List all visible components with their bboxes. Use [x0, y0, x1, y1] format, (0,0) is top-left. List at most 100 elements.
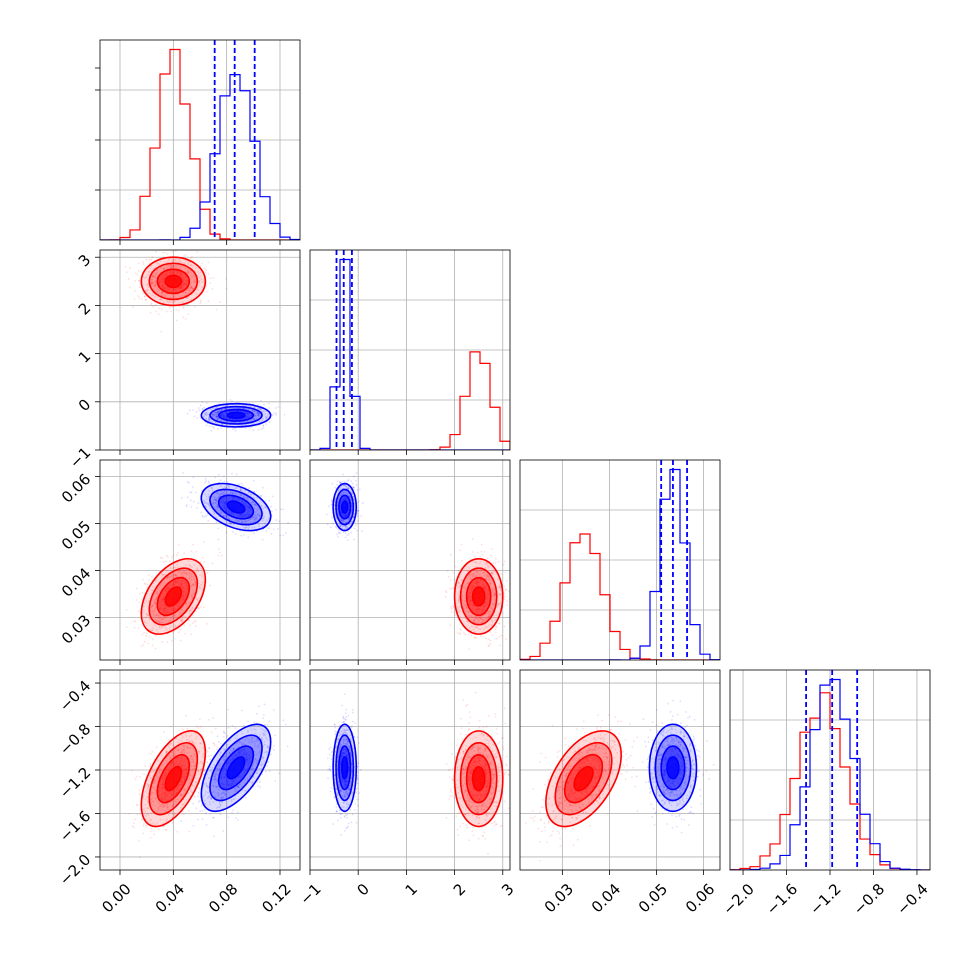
scatter-point — [253, 503, 256, 506]
scatter-point — [146, 283, 148, 286]
scatter-point — [265, 423, 268, 426]
scatter-point — [454, 565, 457, 568]
scatter-point — [196, 288, 199, 290]
scatter-point — [468, 573, 471, 575]
scatter-point — [490, 571, 493, 574]
scatter-point — [187, 270, 190, 273]
histogram-series-1 — [520, 468, 720, 660]
scatter-point — [192, 476, 195, 479]
scatter-point — [347, 518, 350, 521]
scatter-point — [153, 782, 156, 785]
scatter-point — [445, 591, 448, 594]
scatter-point — [155, 613, 158, 616]
scatter-point — [155, 262, 158, 264]
scatter-point — [163, 625, 165, 628]
scatter-point — [494, 592, 496, 595]
scatter-point — [145, 632, 148, 635]
scatter-point — [258, 514, 261, 517]
scatter-point — [516, 588, 518, 590]
scatter-point — [169, 578, 171, 580]
scatter-point — [160, 584, 162, 586]
scatter-point — [251, 410, 254, 413]
scatter-point — [254, 503, 257, 506]
scatter-point — [166, 576, 169, 579]
scatter-point — [224, 493, 226, 496]
scatter-point — [185, 253, 187, 256]
scatter-point — [180, 264, 183, 267]
scatter-point — [262, 417, 264, 420]
scatter-point — [356, 529, 358, 532]
scatter-point — [214, 421, 217, 424]
scatter-point — [190, 274, 192, 277]
scatter-point — [180, 751, 183, 754]
scatter-point — [171, 574, 174, 577]
scatter-point — [151, 576, 153, 578]
scatter-point — [208, 416, 210, 419]
scatter-point — [225, 517, 228, 519]
scatter-point — [258, 408, 261, 411]
scatter-point — [199, 574, 201, 577]
scatter-point — [169, 575, 172, 578]
scatter-point — [189, 499, 192, 502]
scatter-point — [169, 618, 172, 621]
scatter-point — [212, 415, 214, 417]
scatter-point — [150, 607, 153, 609]
scatter-point — [465, 606, 468, 608]
scatter-point — [242, 520, 245, 523]
scatter-point — [484, 578, 487, 580]
gridlines — [100, 460, 300, 660]
scatter-point — [205, 411, 208, 414]
scatter-point — [220, 427, 223, 430]
scatter-point — [178, 305, 181, 308]
scatter-point — [127, 278, 130, 280]
scatter-point — [216, 492, 219, 495]
scatter-point — [256, 496, 258, 499]
scatter-point — [460, 543, 463, 546]
scatter-point — [481, 618, 484, 621]
scatter-point — [178, 260, 181, 263]
scatter-point — [211, 489, 214, 492]
scatter-point — [166, 252, 169, 255]
scatter-point — [265, 416, 268, 419]
scatter-point — [205, 269, 208, 272]
scatter-point — [469, 577, 472, 580]
scatter-point — [465, 607, 468, 609]
scatter-point — [151, 589, 154, 592]
scatter-point — [160, 573, 163, 575]
scatter-point — [256, 513, 259, 516]
scatter-point — [336, 504, 339, 507]
contour-line — [459, 567, 498, 626]
scatter-point — [484, 562, 487, 565]
scatter-point — [194, 581, 197, 584]
scatter-point — [236, 407, 239, 409]
scatter-point — [173, 296, 175, 299]
scatter-point — [168, 576, 171, 578]
scatter-point — [348, 518, 351, 520]
scatter-point — [335, 517, 338, 519]
scatter-point — [191, 256, 193, 258]
scatter-point — [341, 520, 344, 522]
scatter-point — [174, 574, 177, 577]
scatter-point — [462, 632, 465, 634]
scatter-point — [474, 616, 477, 619]
scatter-point — [201, 401, 204, 404]
scatter-point — [361, 502, 364, 504]
scatter-point — [180, 620, 182, 622]
scatter-point — [190, 761, 193, 763]
scatter-point — [153, 778, 156, 781]
scatter-point — [498, 594, 500, 596]
scatter-point — [353, 527, 356, 530]
scatter-point — [189, 491, 192, 494]
histogram-series-1 — [310, 258, 510, 450]
scatter-point — [163, 267, 165, 270]
scatter-point — [247, 420, 250, 423]
scatter-point — [345, 521, 348, 524]
scatter-point — [471, 551, 474, 553]
scatter-point — [237, 521, 240, 524]
scatter-point — [231, 400, 234, 403]
scatter-point — [460, 559, 463, 562]
scatter-point — [166, 641, 169, 643]
scatter-point — [156, 596, 158, 599]
scatter-point — [217, 410, 220, 413]
scatter-point — [215, 411, 217, 414]
